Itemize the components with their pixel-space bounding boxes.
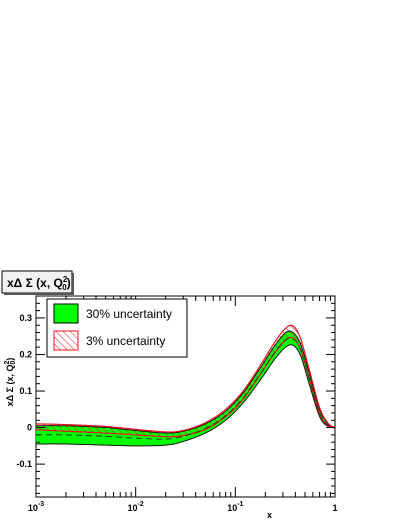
legend-label-30pct: 30% uncertainty bbox=[86, 307, 172, 321]
axis-ticks: -0.1 0 0.1 0.2 0.3 10-3 10-2 10-1 1 bbox=[16, 295, 338, 513]
red-upper-line bbox=[36, 324, 335, 433]
legend-label-3pct: 3% uncertainty bbox=[86, 334, 165, 348]
x-tick-label: 1 bbox=[332, 503, 337, 513]
central-dashed-line bbox=[36, 337, 335, 440]
green-lower-line bbox=[36, 344, 335, 447]
y-tick-label: 0.1 bbox=[19, 386, 32, 396]
y-tick-label: 0 bbox=[27, 423, 32, 433]
legend-swatch-green bbox=[53, 303, 79, 324]
x-tick-label: 10-2 bbox=[128, 501, 144, 513]
legend-swatch-red bbox=[53, 330, 79, 351]
x-axis-title: x bbox=[267, 510, 272, 520]
green-band-30pct bbox=[36, 331, 335, 446]
x-tick-label: 10-3 bbox=[28, 501, 44, 513]
chart-title-box: xΔ Σ (x, Q2 0) bbox=[1, 270, 74, 295]
chart-title: xΔ Σ (x, Q2 0) bbox=[7, 275, 71, 292]
y-tick-label: 0.3 bbox=[19, 313, 32, 323]
y-tick-label: 0.2 bbox=[19, 349, 32, 359]
green-upper-line bbox=[36, 330, 335, 434]
legend: 30% uncertainty 3% uncertainty bbox=[46, 298, 188, 358]
y-tick-label: -0.1 bbox=[16, 459, 32, 469]
y-axis-title: xΔ Σ (x, Q20) bbox=[4, 358, 17, 407]
x-tick-label: 10-1 bbox=[227, 501, 243, 513]
